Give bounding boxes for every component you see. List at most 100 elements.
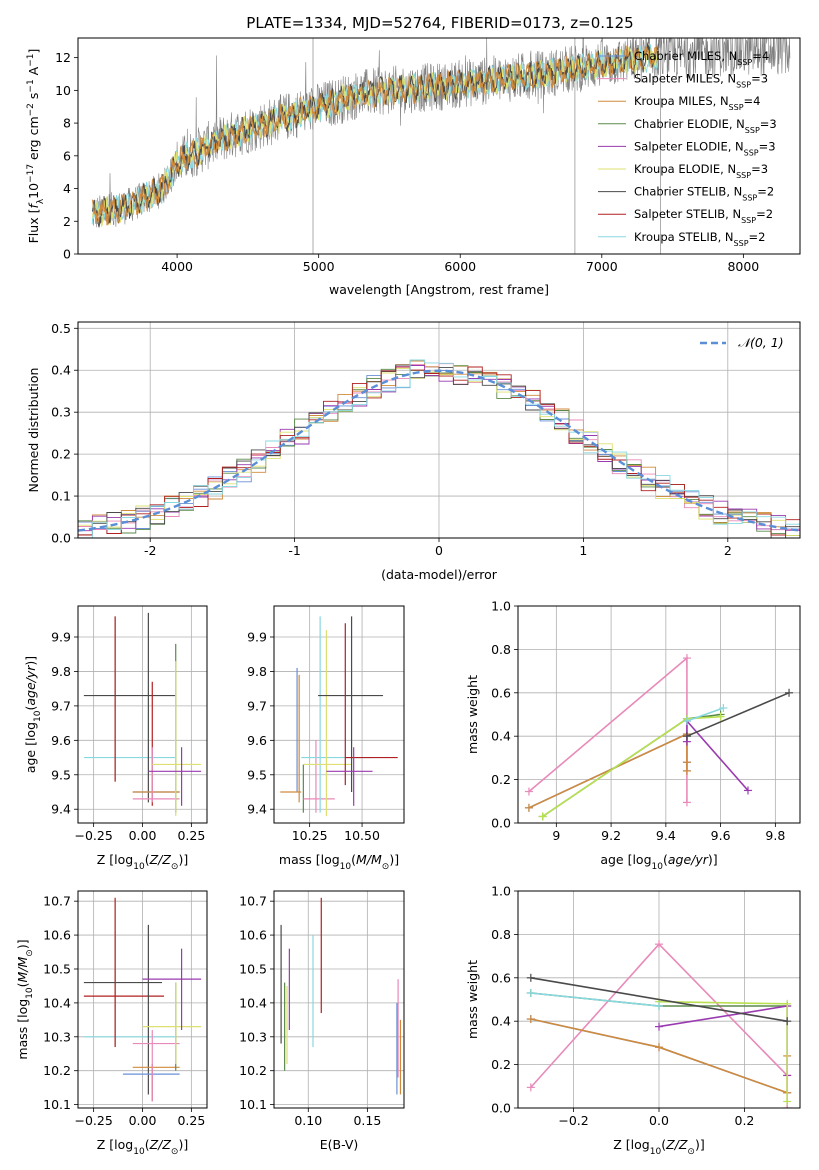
label-part: ( [661, 1137, 666, 1152]
label-part: −1 [26, 53, 36, 66]
label-part: )] [389, 852, 399, 867]
legend-label: Kroupa STELIB, N [634, 230, 734, 244]
label-part: 10 [26, 183, 41, 199]
legend-entry: Salpeter MILES, NSSP=3 [634, 72, 768, 90]
y-tick-label: 10.4 [239, 995, 267, 1010]
errorbar [132, 754, 180, 803]
weight-line [530, 977, 788, 1022]
legend-sub: SSP [736, 80, 751, 89]
weight-line [686, 718, 749, 792]
y-tick-label: 0.2 [491, 772, 511, 787]
x-axis-label: Z [log10(Z/Z⊙)] [97, 1137, 188, 1157]
y-tick-label: 12 [55, 50, 71, 65]
y-tick-label: 9.7 [51, 698, 71, 713]
label-part: )] [15, 939, 30, 949]
x-tick-label: 0.25 [177, 828, 205, 843]
z-age-panel: −0.25 0.00 0.259.49.59.69.79.89.9Z [log10(… [23, 605, 208, 872]
legend-sub: SSP [737, 58, 752, 67]
y-axis-label: mass weight [465, 675, 480, 754]
label-part: 10 [33, 710, 43, 722]
legend-entry: Kroupa MILES, NSSP=4 [634, 94, 760, 112]
errorbar [122, 1063, 180, 1102]
x-axis-label: mass [log10(M/M⊙)] [279, 852, 399, 872]
y-tick-label: 0.6 [491, 685, 511, 700]
y-tick-label: 0.6 [491, 970, 511, 985]
label-part: −2 [26, 103, 36, 116]
axes-frame [77, 890, 208, 1109]
errorbar [132, 1063, 180, 1102]
y-tick-label: 0.0 [491, 816, 511, 831]
x-tick-label: 7000 [586, 259, 618, 274]
legend-label: Chabrier MILES, N [634, 49, 737, 63]
label-part: M/M [356, 852, 382, 867]
y-tick-label: 0.8 [491, 927, 511, 942]
label-part: Z [log [97, 1137, 133, 1152]
label-part: Z/Z [149, 852, 172, 867]
x-axis-label: Z [log10(Z/Z⊙)] [613, 1137, 704, 1157]
weight-line [658, 1005, 788, 1076]
observed-spectrum [91, 38, 791, 228]
figure-title: PLATE=1334, MJD=52764, FIBERID=0173, z=0… [246, 14, 633, 32]
legend-entry: Salpeter STELIB, NSSP=2 [634, 207, 773, 225]
x-tick-label: 10.50 [344, 828, 380, 843]
legend-entry: Chabrier ELODIE, NSSP=3 [634, 117, 777, 135]
errorbar [142, 948, 202, 1031]
plots-layer: 4000 5000 6000 7000 8000024681012wavelength … [15, 37, 801, 1157]
errorbar [303, 630, 352, 817]
label-part: age/yr [23, 665, 38, 706]
x-tick-label: -2 [144, 543, 156, 558]
y-tick-label: 8 [63, 116, 71, 131]
x-tick-label: 8000 [727, 259, 759, 274]
weight-line [686, 707, 724, 722]
y-tick-label: 9.7 [247, 698, 267, 713]
legend-entry: Kroupa ELODIE, NSSP=3 [634, 162, 768, 180]
x-axis-label: E(B-V) [320, 1137, 359, 1152]
axes-frame [273, 605, 405, 824]
label-part: 10 [340, 862, 352, 872]
errorbar [326, 747, 373, 806]
legend-sub: SSP [741, 216, 756, 225]
errorbar [83, 616, 176, 782]
legend-label: Chabrier STELIB, N [634, 185, 742, 199]
label-part: age/yr [668, 852, 709, 867]
legend-entry: Salpeter ELODIE, NSSP=3 [634, 139, 776, 157]
label-part: M/M [15, 956, 30, 982]
label-part: 10 [133, 1147, 145, 1157]
errorbar [83, 924, 163, 1095]
y-tick-label: 10.7 [43, 894, 71, 909]
y-tick-label: 10.1 [239, 1097, 267, 1112]
errorbar [318, 616, 384, 792]
legend-label: Salpeter MILES, N [634, 72, 736, 86]
label-part: )] [178, 1137, 188, 1152]
label-part: )] [708, 852, 718, 867]
y-tick-label: 9.8 [51, 664, 71, 679]
x-tick-label: 0 [435, 543, 443, 558]
x-tick-label: 0.10 [294, 1113, 322, 1128]
weight-line [528, 656, 688, 803]
label-part: ⊙ [171, 862, 179, 872]
label-part: ] [26, 49, 41, 54]
legend-tail: =3 [751, 72, 768, 86]
y-axis-label: mass weight [465, 960, 480, 1039]
label-part: ⊙ [25, 949, 35, 957]
legend-entry: Chabrier STELIB, NSSP=2 [634, 185, 774, 203]
y-tick-label: 10.3 [43, 1029, 71, 1044]
y-tick-label: 10.4 [43, 995, 71, 1010]
y-tick-label: 10.6 [239, 928, 267, 943]
z-mass-panel: −0.25 0.00 0.25 10.1 10.2 10.3 10.4 10.5 10.6 10.… [15, 890, 208, 1157]
axes-frame [517, 890, 801, 1109]
x-tick-label: −0.2 [558, 1113, 588, 1128]
errorbar [83, 612, 176, 803]
x-tick-label: 9.4 [656, 828, 676, 843]
label-part: ( [145, 852, 150, 867]
y-tick-label: 6 [63, 148, 71, 163]
mass-age-panel: 10.25 10.50 9.4 9.5 9.6 9.7 9.8 9.9 mass [log10(… [247, 605, 405, 872]
x-tick-label: 2 [724, 543, 732, 558]
x-tick-label: -1 [288, 543, 300, 558]
age-weight-panel: 9 9.2 9.4 9.6 9.8 0.0 0.2 0.4 0.6 0.8 1.0 age [log1… [465, 599, 801, 872]
x-axis-label: age [log10(age/yr)] [600, 852, 717, 872]
legend-label: Chabrier ELODIE, N [634, 117, 745, 131]
y-tick-label: 10.1 [43, 1097, 71, 1112]
weight-line [686, 692, 790, 737]
